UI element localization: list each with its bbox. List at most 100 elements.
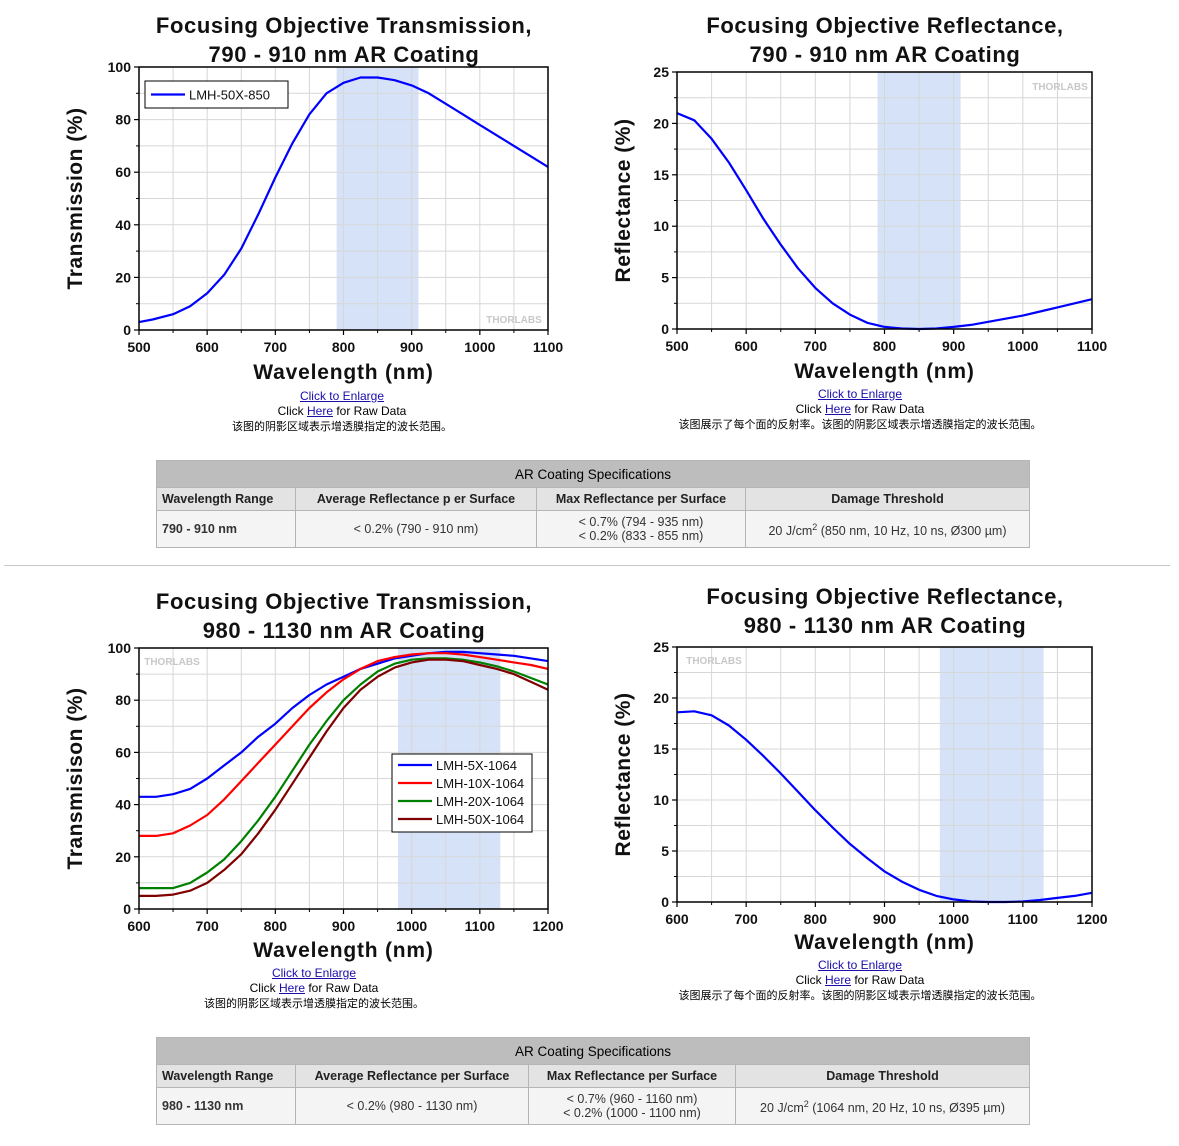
x-tick-label: 600 bbox=[665, 911, 689, 927]
damage-value: 20 J/cm bbox=[760, 1101, 804, 1116]
transmission-chart-980-1130[interactable]: Focusing Objective Transmission, 980 - 11… bbox=[0, 576, 590, 968]
x-tick-label: 900 bbox=[332, 918, 356, 934]
caption-raw-text: for Raw Data bbox=[305, 981, 379, 995]
y-tick-label: 5 bbox=[661, 270, 669, 286]
series-line bbox=[676, 112, 1093, 331]
y-tick-label: 100 bbox=[108, 59, 132, 75]
cell-damage-threshold: 20 J/cm2 (850 nm, 10 Hz, 10 ns, Ø300 µm) bbox=[745, 510, 1030, 548]
x-tick-label: 800 bbox=[264, 918, 288, 934]
y-axis-label: Reflectance (%) bbox=[612, 693, 635, 857]
y-axis-label: Transmission (%) bbox=[64, 108, 87, 290]
cell-average-reflectance: < 0.2% (980 - 1130 nm) bbox=[295, 1087, 529, 1125]
y-axis-label: Transmisison (%) bbox=[64, 688, 87, 870]
x-tick-label: 800 bbox=[804, 911, 828, 927]
caption-click-text: Click bbox=[277, 404, 307, 418]
y-tick-label: 40 bbox=[115, 217, 131, 233]
header-max-reflectance: Max Reflectance per Surface bbox=[528, 1064, 736, 1088]
y-tick-label: 5 bbox=[661, 843, 669, 859]
caption-click-text: Click bbox=[795, 402, 825, 416]
raw-data-link[interactable]: Here bbox=[306, 404, 333, 418]
y-tick-label: 60 bbox=[115, 164, 131, 180]
damage-value: 20 J/cm bbox=[768, 524, 813, 539]
x-tick-label: 800 bbox=[873, 338, 897, 354]
series-line bbox=[138, 76, 549, 324]
raw-data-link[interactable]: Here bbox=[824, 402, 851, 416]
header-damage-threshold: Damage Threshold bbox=[735, 1064, 1030, 1088]
raw-data-link[interactable]: Here bbox=[278, 981, 305, 995]
header-wavelength-range: Wavelength Range bbox=[156, 1064, 296, 1088]
x-axis-label: Wavelength (nm) bbox=[253, 939, 433, 962]
caption-click-text: Click bbox=[795, 973, 825, 987]
y-tick-label: 0 bbox=[123, 322, 131, 338]
x-tick-label: 700 bbox=[804, 338, 828, 354]
click-to-enlarge-link[interactable]: Click to Enlarge bbox=[299, 389, 385, 403]
x-tick-label: 800 bbox=[332, 339, 356, 355]
y-tick-label: 60 bbox=[115, 744, 131, 760]
cell-max-reflectance: < 0.7% (794 - 935 nm) < 0.2% (833 - 855 n… bbox=[536, 510, 746, 548]
chart-title: Focusing Objective Transmission, bbox=[156, 13, 532, 38]
header-max-reflectance: Max Reflectance per Surface bbox=[536, 487, 746, 511]
series-line bbox=[139, 658, 549, 897]
y-tick-label: 20 bbox=[115, 849, 131, 865]
cell-wavelength-range: 980 - 1130 nm bbox=[156, 1087, 296, 1125]
caption-note: 该图的阴影区域表示增透膜指定的波长范围。 bbox=[232, 420, 452, 433]
max-reflectance-line: < 0.2% (833 - 855 nm) bbox=[578, 529, 704, 543]
y-tick-label: 0 bbox=[123, 901, 131, 917]
header-average-reflectance: Average Reflectance per Surface bbox=[295, 1064, 529, 1088]
thorlabs-watermark: THORLABS bbox=[1032, 82, 1088, 93]
header-average-reflectance: Average Reflectance p er Surface bbox=[295, 487, 537, 511]
caption-raw-text: for Raw Data bbox=[851, 973, 925, 987]
caption-click-text: Click bbox=[249, 981, 279, 995]
chart-title: 790 - 910 nm AR Coating bbox=[750, 42, 1021, 67]
y-tick-label: 15 bbox=[653, 167, 669, 183]
damage-conditions: (1064 nm, 20 Hz, 10 ns, Ø395 µm) bbox=[808, 1101, 1005, 1116]
thorlabs-watermark: THORLABS bbox=[686, 656, 742, 667]
chart-caption: Click to Enlarge Click Here for Raw Data… bbox=[122, 389, 562, 434]
table-title: AR Coating Specifications bbox=[156, 460, 1030, 488]
x-tick-label: 900 bbox=[942, 338, 966, 354]
caption-raw-text: for Raw Data bbox=[333, 404, 407, 418]
max-reflectance-line: < 0.7% (794 - 935 nm) bbox=[578, 515, 704, 529]
x-tick-label: 1100 bbox=[465, 918, 496, 934]
max-reflectance-line: < 0.7% (960 - 1160 nm) bbox=[566, 1092, 698, 1106]
x-tick-label: 1000 bbox=[1007, 338, 1038, 354]
y-tick-label: 0 bbox=[661, 894, 669, 910]
caption-note: 该图展示了每个面的反射率。该图的阴影区域表示增透膜指定的波长范围。 bbox=[678, 418, 1042, 431]
x-tick-label: 1000 bbox=[938, 911, 969, 927]
x-tick-label: 1100 bbox=[1077, 338, 1108, 354]
x-tick-label: 700 bbox=[264, 339, 288, 355]
legend-label: LMH-20X-1064 bbox=[436, 794, 524, 809]
chart-caption: Click to Enlarge Click Here for Raw Data… bbox=[640, 387, 1080, 432]
x-tick-label: 1100 bbox=[533, 339, 564, 355]
x-tick-label: 500 bbox=[665, 338, 689, 354]
cell-max-reflectance: < 0.7% (960 - 1160 nm) < 0.2% (1000 - 110… bbox=[528, 1087, 736, 1125]
click-to-enlarge-link[interactable]: Click to Enlarge bbox=[817, 958, 903, 972]
cell-wavelength-range: 790 - 910 nm bbox=[156, 510, 296, 548]
cell-damage-threshold: 20 J/cm2 (1064 nm, 20 Hz, 10 ns, Ø395 µm… bbox=[735, 1087, 1030, 1125]
x-tick-label: 1000 bbox=[464, 339, 495, 355]
chart-caption: Click to Enlarge Click Here for Raw Data… bbox=[640, 958, 1080, 1003]
x-tick-label: 600 bbox=[734, 338, 758, 354]
reflectance-chart-980-1130[interactable]: Focusing Objective Reflectance, 980 - 113… bbox=[590, 576, 1179, 960]
x-axis-label: Wavelength (nm) bbox=[253, 361, 433, 384]
transmission-chart-790-910[interactable]: Focusing Objective Transmission, 790 - 91… bbox=[0, 0, 590, 390]
max-reflectance-line: < 0.2% (1000 - 1100 nm) bbox=[563, 1106, 701, 1120]
legend-label: LMH-50X-850 bbox=[189, 88, 270, 103]
x-tick-label: 600 bbox=[127, 918, 151, 934]
reflectance-chart-790-910[interactable]: Focusing Objective Reflectance, 790 - 910… bbox=[590, 0, 1179, 390]
raw-data-link[interactable]: Here bbox=[824, 973, 851, 987]
legend-label: LMH-50X-1064 bbox=[436, 812, 524, 827]
x-tick-label: 600 bbox=[195, 339, 219, 355]
x-tick-label: 700 bbox=[734, 911, 758, 927]
table-title: AR Coating Specifications bbox=[156, 1037, 1030, 1065]
damage-unit-exponent: 2 bbox=[803, 1098, 809, 1109]
damage-conditions: (850 nm, 10 Hz, 10 ns, Ø300 µm) bbox=[817, 524, 1007, 539]
x-tick-label: 900 bbox=[873, 911, 897, 927]
caption-note: 该图展示了每个面的反射率。该图的阴影区域表示增透膜指定的波长范围。 bbox=[678, 989, 1042, 1002]
legend-label: LMH-5X-1064 bbox=[436, 758, 517, 773]
click-to-enlarge-link[interactable]: Click to Enlarge bbox=[817, 387, 903, 401]
click-to-enlarge-link[interactable]: Click to Enlarge bbox=[271, 966, 357, 980]
thorlabs-watermark: THORLABS bbox=[486, 315, 542, 326]
y-tick-label: 20 bbox=[115, 269, 131, 285]
caption-raw-text: for Raw Data bbox=[851, 402, 925, 416]
